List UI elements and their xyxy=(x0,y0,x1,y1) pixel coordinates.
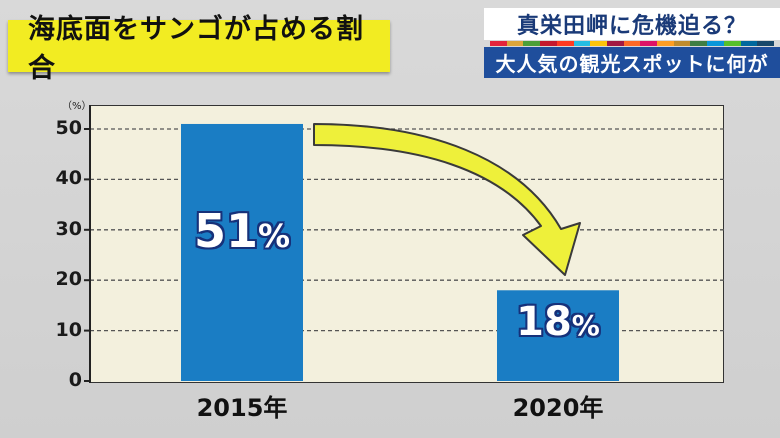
data-label-2020年: 18% xyxy=(516,299,600,345)
sdg-color-strip xyxy=(490,41,774,46)
caption-subline: 大人気の観光スポットに何が xyxy=(484,47,780,78)
y-tick-label: 40 xyxy=(55,167,82,190)
sdg-strip-segment xyxy=(723,41,741,46)
sdg-strip-segment xyxy=(540,41,557,46)
sdg-strip-segment xyxy=(506,41,524,46)
sdg-strip-segment xyxy=(740,41,758,46)
sdg-strip-segment xyxy=(490,41,507,46)
sdg-strip-segment xyxy=(590,41,607,46)
caption-headline-text: 真栄田岬に危機迫る？ xyxy=(516,14,747,39)
news-caption: 真栄田岬に危機迫る？ 大人気の観光スポットに何が xyxy=(484,8,780,78)
sdg-strip-segment xyxy=(556,41,574,46)
caption-subline-text: 大人気の観光スポットに何が xyxy=(495,52,769,76)
sdg-strip-segment xyxy=(657,41,674,46)
title-banner: 海底面をサンゴが占める割合 xyxy=(8,14,390,84)
y-tick-label: 10 xyxy=(55,318,82,341)
bar-2020年 xyxy=(497,290,619,381)
sdg-strip-segment xyxy=(523,41,541,46)
y-tick-label: 20 xyxy=(55,268,82,291)
y-tick-label: 0 xyxy=(68,369,82,391)
sdg-strip-segment xyxy=(573,41,591,46)
caption-headline: 真栄田岬に危機迫る？ xyxy=(484,8,780,40)
y-axis-unit: （%） xyxy=(62,101,92,112)
sdg-strip-segment xyxy=(673,41,691,46)
sdg-strip-segment xyxy=(707,41,724,46)
decrease-arrow xyxy=(313,123,581,276)
bar-2015年 xyxy=(181,123,303,382)
sdg-strip-segment xyxy=(757,41,774,46)
sdg-strip-segment xyxy=(690,41,708,46)
sdg-strip-segment xyxy=(640,41,658,46)
arrow-shape xyxy=(313,123,581,276)
y-tick-label: 50 xyxy=(55,117,82,139)
y-tick-label: 30 xyxy=(55,217,82,240)
data-label-2015年: 51% xyxy=(193,204,291,258)
chart-title: 海底面をサンゴが占める割合 xyxy=(28,14,364,84)
sdg-strip-segment xyxy=(623,41,641,46)
x-tick-label: 2015年 xyxy=(196,394,288,422)
sdg-strip-segment xyxy=(606,41,624,46)
x-tick-label: 2020年 xyxy=(512,394,604,422)
